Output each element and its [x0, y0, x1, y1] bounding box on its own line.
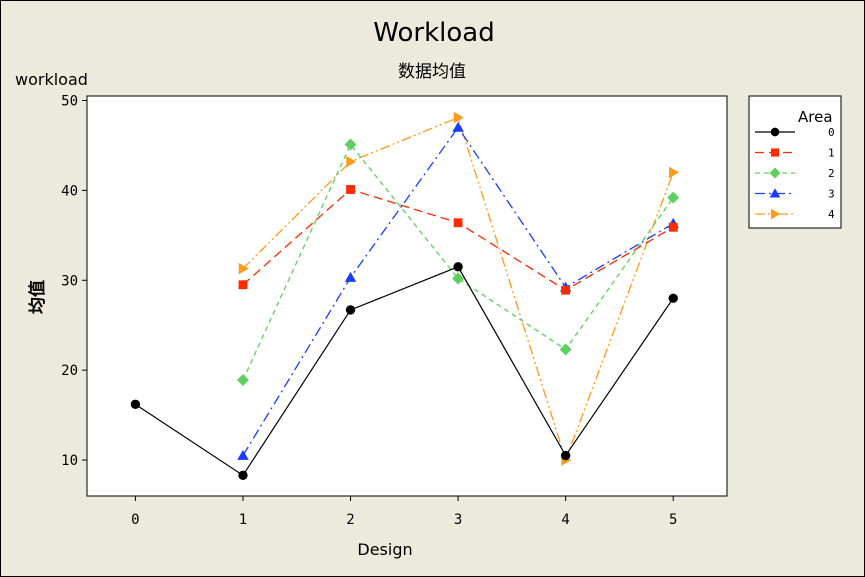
series-2	[236, 138, 680, 387]
x-tick-label: 3	[454, 512, 462, 528]
legend-marker	[769, 167, 781, 179]
x-tick-label: 2	[346, 512, 354, 528]
legend-item-0: 0	[755, 126, 835, 139]
legend-label: 4	[828, 208, 835, 221]
chart-title: Workload	[373, 18, 494, 48]
data-point	[238, 470, 248, 481]
data-point	[452, 272, 465, 285]
data-point	[668, 166, 679, 179]
legend-label: 0	[828, 126, 835, 139]
x-tick-label: 5	[669, 512, 677, 528]
series-1	[238, 185, 678, 295]
data-point	[238, 280, 248, 290]
data-point	[237, 449, 249, 460]
data-point	[453, 218, 463, 228]
y-axis-label: 均值	[27, 280, 48, 314]
series-layer	[130, 111, 680, 481]
series-0	[130, 262, 678, 481]
legend-marker	[770, 148, 780, 157]
series-line-0	[135, 266, 674, 477]
legend-label: 1	[828, 147, 835, 160]
data-point	[130, 399, 141, 409]
x-tick-label: 4	[561, 512, 569, 528]
x-tick-label: 1	[239, 512, 247, 528]
data-point	[668, 293, 678, 303]
data-point	[453, 262, 463, 272]
legend-item-1: 1	[755, 147, 835, 160]
y-tick-label: 30	[61, 273, 78, 289]
legend-item-3: 3	[755, 188, 835, 201]
y-tick-label: 50	[61, 93, 78, 109]
legend-item-2: 2	[755, 167, 835, 180]
chart-subtitle: 数据均值	[398, 62, 466, 82]
legend-label: 3	[828, 188, 835, 201]
legend-marker	[770, 127, 780, 137]
y-tick-label: 20	[61, 363, 78, 379]
data-point	[453, 111, 464, 124]
series-line-3	[242, 126, 674, 456]
data-point	[559, 343, 572, 356]
y-tick-label: 40	[61, 183, 78, 199]
workload-label: workload	[15, 70, 88, 89]
data-point	[560, 450, 571, 461]
legend-item-4: 4	[755, 208, 835, 221]
legend-box	[748, 95, 842, 229]
data-point	[346, 155, 357, 168]
data-point	[667, 191, 680, 204]
data-point	[452, 121, 464, 132]
data-point	[344, 271, 357, 282]
y-axis-ticks: 10 20 30 40 50	[61, 93, 87, 469]
plot-area	[86, 95, 728, 497]
data-point	[236, 374, 249, 387]
data-point	[668, 222, 678, 232]
data-point	[344, 138, 357, 151]
legend-marker	[771, 208, 781, 220]
series-line-2	[242, 143, 674, 381]
data-point	[345, 305, 356, 315]
legend-marker	[769, 188, 781, 198]
series-4	[238, 111, 679, 466]
x-axis-ticks: 0 1 2 3 4 5	[131, 496, 677, 528]
data-point	[238, 262, 249, 275]
x-tick-label: 0	[131, 512, 139, 528]
legend: Area 0 1 2 3 4	[748, 95, 842, 229]
x-axis-label: Design	[357, 540, 412, 559]
data-point	[561, 285, 571, 295]
y-tick-label: 10	[61, 453, 78, 469]
legend-label: 2	[828, 167, 835, 180]
data-point	[346, 185, 355, 194]
legend-title: Area	[798, 108, 833, 126]
